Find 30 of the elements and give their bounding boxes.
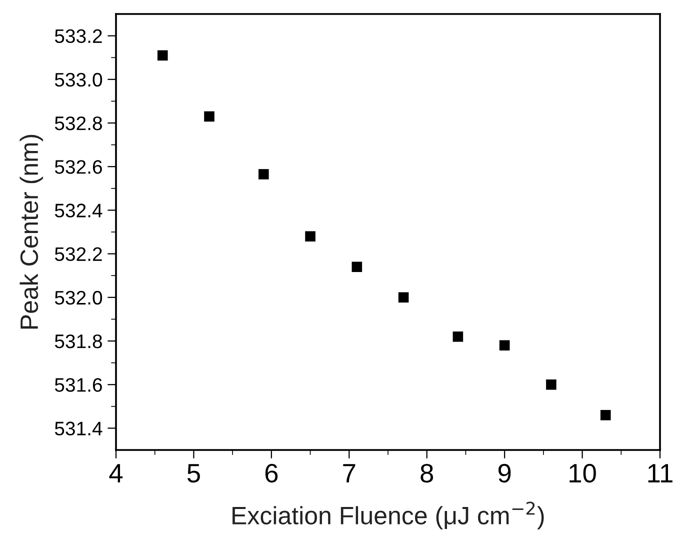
y-tick-label: 531.6 <box>54 378 102 392</box>
x-tick-label: 8 <box>420 464 434 483</box>
point <box>398 292 409 303</box>
x-tick-label: 11 <box>648 464 672 482</box>
point <box>499 340 510 351</box>
x-tick-label: 7 <box>343 464 356 482</box>
y-tick-label: 533.2 <box>54 29 102 44</box>
y-tick-label: 531.4 <box>54 422 102 436</box>
y-tick-label: 532.8 <box>54 116 102 130</box>
y-tick-label: 532.2 <box>54 247 102 262</box>
y-axis-title: Peak Center (nm) <box>20 134 44 329</box>
y-tick-label: 532.6 <box>54 160 102 174</box>
point <box>204 111 214 122</box>
point <box>546 379 556 390</box>
point <box>452 331 464 342</box>
y-tick-label: 531.8 <box>54 334 102 348</box>
point <box>305 231 316 242</box>
x-tick-label: 4 <box>109 464 123 482</box>
x-tick-label: 9 <box>498 464 511 483</box>
point <box>600 410 611 420</box>
point <box>157 50 168 61</box>
y-tick-label: 532.0 <box>54 290 102 305</box>
point <box>258 169 269 180</box>
x-axis-title: Exciation Fluence (μJ cm$^{−2}$) <box>232 502 544 530</box>
y-tick-label: 533.0 <box>54 72 102 87</box>
x-tick-label: 10 <box>570 464 596 483</box>
x-tick-label: 5 <box>187 464 200 483</box>
x-tick-label: 6 <box>265 464 278 483</box>
y-tick-label: 532.4 <box>54 204 102 218</box>
point <box>352 262 362 272</box>
